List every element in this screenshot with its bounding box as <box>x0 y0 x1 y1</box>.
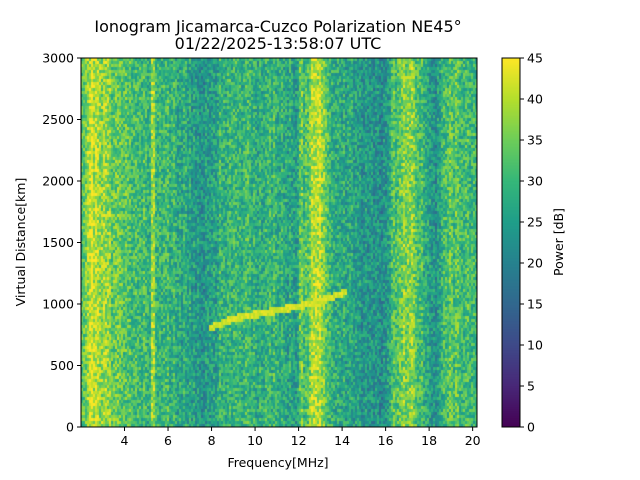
x-tick-label: 8 <box>208 433 216 448</box>
x-tick-label: 12 <box>291 433 307 448</box>
colorbar-tick-label: 10 <box>527 338 543 353</box>
y-tick-label: 1500 <box>42 235 74 250</box>
colorbar-gradient <box>502 58 520 427</box>
colorbar-tick-label: 15 <box>527 297 543 312</box>
colorbar-tick-label: 35 <box>527 133 543 148</box>
colorbar-tick-label: 0 <box>527 420 535 435</box>
y-tick-label: 500 <box>50 358 74 373</box>
x-axis-label: Frequency[MHz] <box>227 455 328 470</box>
y-tick-label: 3000 <box>42 51 74 66</box>
y-tick-label: 1000 <box>42 297 74 312</box>
colorbar-tick-label: 30 <box>527 174 543 189</box>
x-tick-label: 6 <box>164 433 172 448</box>
x-tick-label: 14 <box>334 433 350 448</box>
x-tick-label: 20 <box>465 433 481 448</box>
x-tick-label: 16 <box>378 433 394 448</box>
colorbar-tick-label: 20 <box>527 256 543 271</box>
colorbar-tick-label: 25 <box>527 215 543 230</box>
y-tick-label: 2500 <box>42 112 74 127</box>
chart-subtitle: 01/22/2025-13:58:07 UTC <box>175 34 382 53</box>
chart-title: Ionogram Jicamarca-Cuzco Polarization NE… <box>94 17 461 36</box>
x-axis: 4 6 8 10 12 14 16 18 20 <box>121 427 481 448</box>
heatmap-image <box>81 58 477 427</box>
colorbar <box>502 58 520 427</box>
x-tick-label: 10 <box>247 433 263 448</box>
colorbar-tick-label: 40 <box>527 92 543 107</box>
x-tick-label: 4 <box>121 433 129 448</box>
x-tick-label: 18 <box>421 433 437 448</box>
colorbar-tick-label: 45 <box>527 51 543 66</box>
y-axis-label: Virtual Distance[km] <box>13 178 28 307</box>
y-tick-label: 2000 <box>42 174 74 189</box>
colorbar-axis: 0 5 10 15 20 25 30 35 40 45 <box>520 51 543 435</box>
y-axis: 0 500 1000 1500 2000 2500 3000 <box>42 51 81 435</box>
colorbar-frame <box>501 57 521 428</box>
colorbar-label: Power [dB] <box>551 208 566 276</box>
heatmap-plot-area <box>81 58 477 427</box>
y-tick-label: 0 <box>66 420 74 435</box>
colorbar-tick-label: 5 <box>527 379 535 394</box>
